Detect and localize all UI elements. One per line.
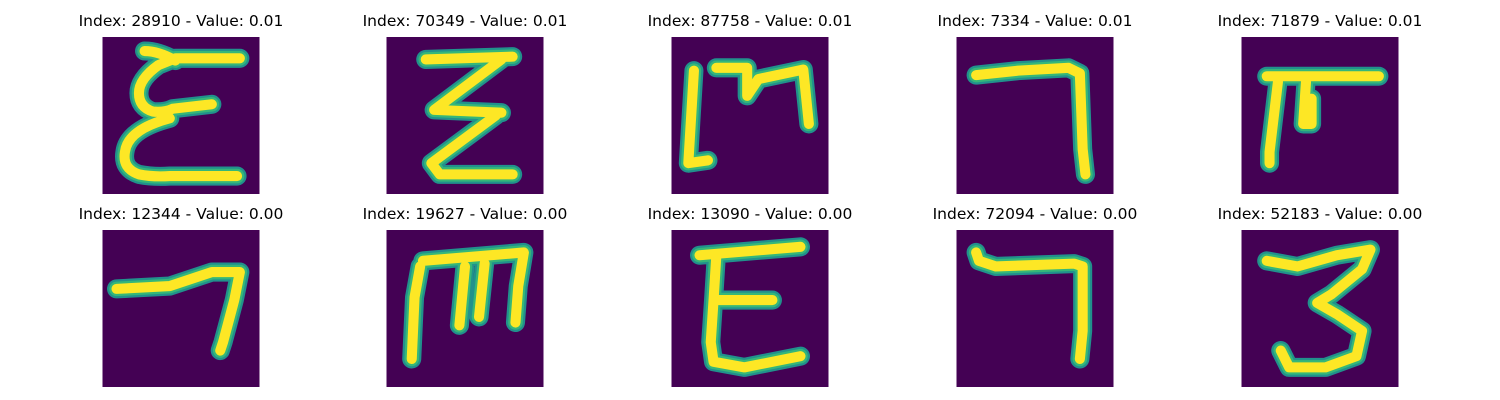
glyph-strokes — [1257, 240, 1380, 377]
digit-image — [102, 37, 260, 194]
panel-title: Index: 72094 - Value: 0.00 — [932, 205, 1138, 223]
panel-title: Index: 13090 - Value: 0.00 — [647, 205, 853, 223]
glyph-strokes — [416, 47, 523, 184]
sample-panel: Index: 52183 - Value: 0.00 — [1215, 203, 1425, 393]
digit-image — [102, 230, 260, 387]
glyph-stroke — [111, 267, 245, 356]
digit-image — [956, 37, 1114, 194]
glyph-stroke — [971, 247, 1088, 365]
panel-title: Index: 19627 - Value: 0.00 — [362, 205, 568, 223]
sample-panel: Index: 12344 - Value: 0.00 — [76, 203, 286, 393]
digit-image — [386, 37, 544, 194]
glyph-stroke — [971, 62, 1091, 180]
sample-panel: Index: 19627 - Value: 0.00 — [360, 203, 570, 393]
glyph-stroke — [1261, 71, 1384, 169]
digit-image — [956, 230, 1114, 387]
glyph-strokes — [966, 242, 1093, 369]
panel-title: Index: 70349 - Value: 0.01 — [362, 12, 568, 30]
digit-image — [386, 230, 544, 387]
panel-title: Index: 12344 - Value: 0.00 — [78, 205, 284, 223]
panel-title: Index: 71879 - Value: 0.01 — [1217, 12, 1423, 30]
glyph-stroke — [1261, 244, 1376, 373]
sample-panel: Index: 7334 - Value: 0.01 — [930, 10, 1140, 200]
digit-image — [1241, 37, 1399, 194]
panel-title: Index: 7334 - Value: 0.01 — [937, 12, 1133, 30]
sample-panel: Index: 72094 - Value: 0.00 — [930, 203, 1140, 393]
glyph-stroke — [683, 62, 814, 169]
glyph-strokes — [678, 58, 819, 173]
sample-panel: Index: 70349 - Value: 0.01 — [360, 10, 570, 200]
digit-image — [671, 230, 829, 387]
glyph-strokes — [115, 41, 250, 186]
glyph-strokes — [1257, 66, 1389, 173]
panel-title: Index: 52183 - Value: 0.00 — [1217, 205, 1423, 223]
glyph-strokes — [402, 242, 534, 369]
sample-panel: Index: 28910 - Value: 0.01 — [76, 10, 286, 200]
sample-panel: Index: 71879 - Value: 0.01 — [1215, 10, 1425, 200]
glyph-strokes — [966, 58, 1095, 184]
glyph-stroke — [694, 241, 806, 373]
digit-image — [1241, 230, 1399, 387]
glyph-strokes — [690, 237, 810, 377]
glyph-stroke — [406, 247, 529, 365]
digit-image — [671, 37, 829, 194]
panel-title: Index: 87758 - Value: 0.01 — [647, 12, 853, 30]
sample-panel: Index: 13090 - Value: 0.00 — [645, 203, 855, 393]
glyph-stroke — [420, 51, 518, 180]
glyph-stroke — [119, 45, 245, 182]
sample-panel: Index: 87758 - Value: 0.01 — [645, 10, 855, 200]
panel-title: Index: 28910 - Value: 0.01 — [78, 12, 284, 30]
glyph-strokes — [106, 262, 250, 361]
